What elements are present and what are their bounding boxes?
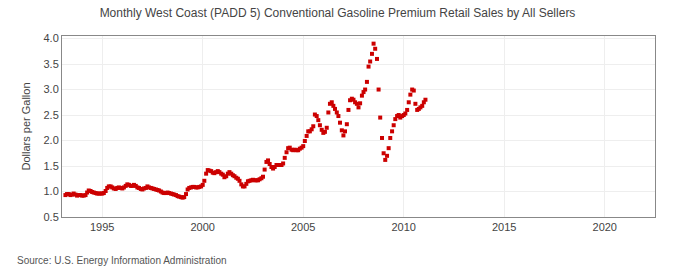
svg-text:2020: 2020 bbox=[593, 221, 617, 233]
svg-text:Source: U.S. Energy Informatio: Source: U.S. Energy Information Administ… bbox=[17, 255, 227, 266]
svg-text:2015: 2015 bbox=[492, 221, 516, 233]
svg-text:2005: 2005 bbox=[291, 221, 315, 233]
svg-text:1.0: 1.0 bbox=[44, 185, 59, 197]
svg-text:2000: 2000 bbox=[190, 221, 214, 233]
svg-text:3.0: 3.0 bbox=[44, 83, 59, 95]
svg-text:2.0: 2.0 bbox=[44, 134, 59, 146]
svg-text:1995: 1995 bbox=[90, 221, 114, 233]
svg-text:2010: 2010 bbox=[391, 221, 415, 233]
svg-text:Dollars per Gallon: Dollars per Gallon bbox=[20, 82, 32, 170]
svg-text:0.5: 0.5 bbox=[44, 211, 59, 223]
svg-text:4.0: 4.0 bbox=[44, 32, 59, 44]
svg-text:2.5: 2.5 bbox=[44, 109, 59, 121]
svg-text:3.5: 3.5 bbox=[44, 58, 59, 70]
svg-text:Monthly West Coast (PADD 5) Co: Monthly West Coast (PADD 5) Conventional… bbox=[100, 6, 576, 20]
svg-text:1.5: 1.5 bbox=[44, 160, 59, 172]
